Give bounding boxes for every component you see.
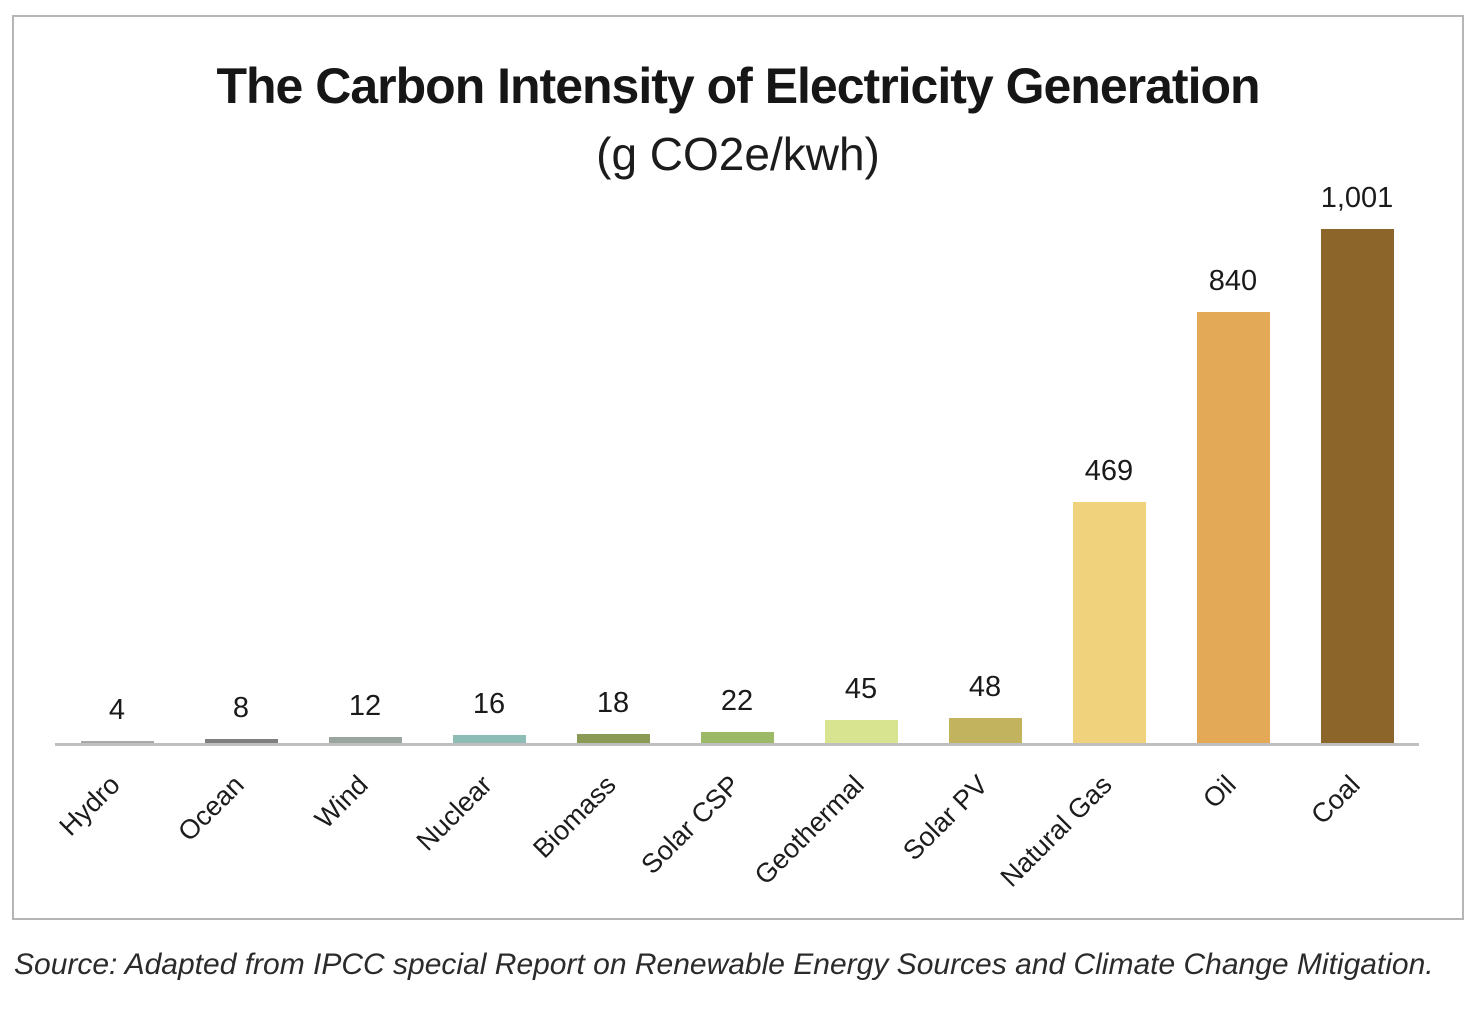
bar-hydro [80,741,154,743]
bar-biomass [576,734,650,743]
x-tick-label-geothermal: Geothermal [748,769,870,891]
bar-coal [1320,229,1394,743]
x-axis-line [55,743,1419,746]
bar-value-label: 48 [968,671,1002,703]
bar-oil [1196,312,1270,743]
bar-value-label: 12 [348,690,382,722]
chart-subtitle: (g CO2e/kwh) [596,128,880,180]
bar-value-label: 45 [844,673,878,705]
x-tick-label-nuclear: Nuclear [410,769,498,857]
bar-value-label: 469 [1084,455,1134,487]
bar-value-label: 840 [1208,265,1258,297]
bar-geothermal [824,720,898,743]
bar-wind [328,737,402,743]
x-tick-label-oil: Oil [1197,769,1242,815]
x-tick-label-coal: Coal [1305,769,1366,830]
bar-value-label: 22 [720,685,754,717]
plot-area: 4 8 12 16 18 22 45 48 469 840 1,001 [55,184,1419,743]
bar-value-label: 4 [108,694,126,726]
x-tick-label-wind: Wind [308,769,374,835]
x-tick-label-natural-gas: Natural Gas [994,769,1118,893]
bar-ocean [204,739,278,743]
bar-nuclear [452,735,526,743]
bar-value-label: 18 [596,687,630,719]
bar-solar-csp [700,732,774,743]
bar-value-label: 8 [232,692,250,724]
bar-natural-gas [1072,502,1146,743]
source-note: Source: Adapted from IPCC special Report… [14,948,1434,981]
chart-title: The Carbon Intensity of Electricity Gene… [216,58,1260,114]
x-tick-label-ocean: Ocean [172,769,250,847]
chart-frame: The Carbon Intensity of Electricity Gene… [12,15,1464,920]
bar-value-label: 1,001 [1320,182,1394,214]
bar-solar-pv [948,718,1022,743]
bar-value-label: 16 [472,688,506,720]
x-tick-label-biomass: Biomass [527,769,622,864]
x-tick-label-solar-csp: Solar CSP [635,769,746,880]
x-tick-label-solar-pv: Solar PV [897,769,994,867]
x-tick-label-hydro: Hydro [53,769,126,842]
